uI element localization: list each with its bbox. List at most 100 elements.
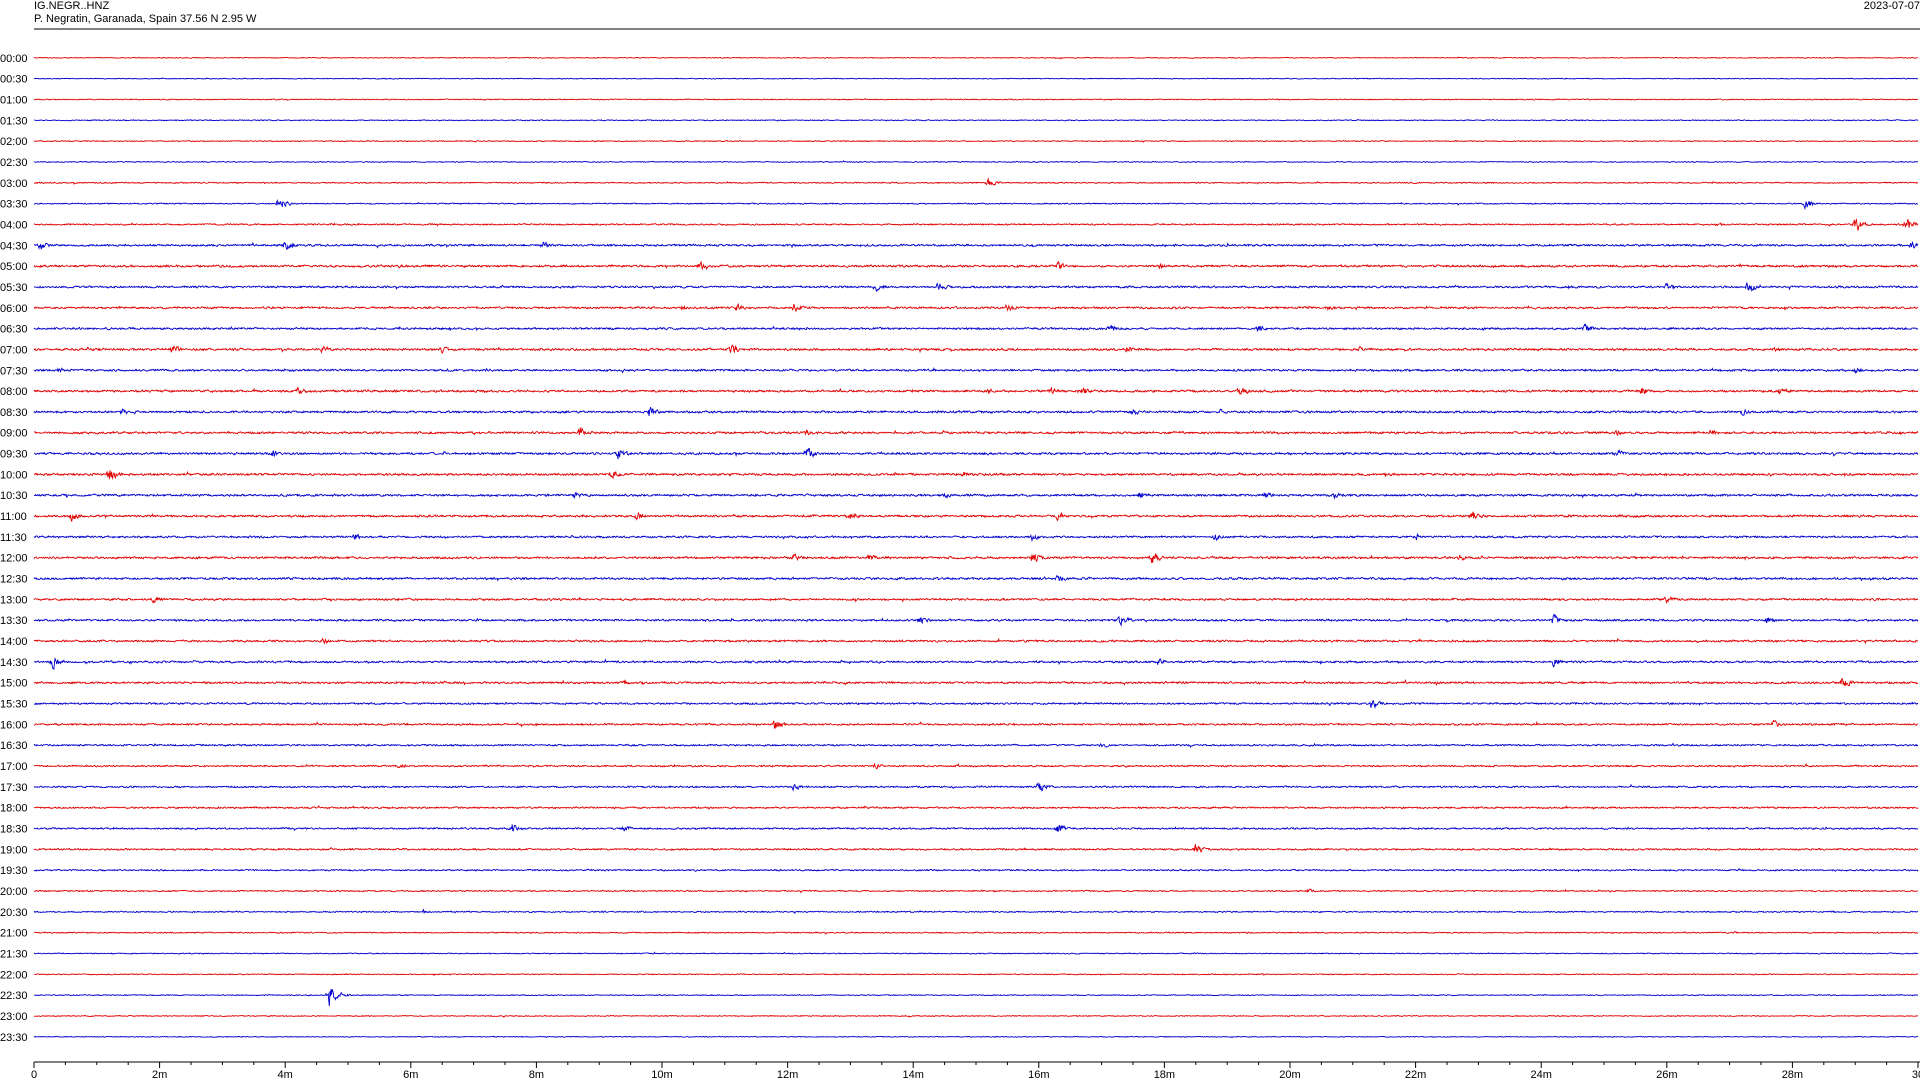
seismic-trace-1730 (33, 781, 1919, 792)
seismic-trace-0930 (33, 447, 1919, 460)
row-label: 01:00 (0, 94, 28, 106)
seismic-trace-1500 (33, 677, 1919, 687)
seismic-trace-1330 (33, 613, 1919, 627)
seismic-trace-1230 (33, 574, 1919, 582)
seismic-trace-0030 (33, 77, 1919, 80)
x-tick-label: 26m (1656, 1069, 1677, 1080)
seismic-trace-0700 (33, 344, 1919, 354)
row-label: 19:30 (0, 865, 28, 877)
seismic-trace-2030 (33, 908, 1919, 915)
x-tick-label: 24m (1530, 1069, 1551, 1080)
row-label: 14:00 (0, 636, 28, 648)
row-label: 20:30 (0, 907, 28, 919)
row-label: 17:30 (0, 782, 28, 794)
row-label: 15:00 (0, 678, 28, 690)
row-label: 11:00 (0, 511, 27, 523)
row-label: 12:30 (0, 574, 28, 586)
row-label: 19:00 (0, 844, 28, 856)
x-tick-label: 4m (278, 1069, 293, 1080)
station-location: P. Negratin, Garanada, Spain 37.56 N 2.9… (34, 13, 257, 25)
row-label: 10:00 (0, 469, 28, 481)
row-label: 02:30 (0, 157, 28, 169)
seismic-trace-1000 (33, 470, 1919, 480)
seismic-trace-1130 (33, 532, 1919, 542)
row-label: 08:00 (0, 386, 28, 398)
row-label: 00:00 (0, 53, 28, 65)
row-label: 14:30 (0, 657, 28, 669)
row-label: 04:30 (0, 240, 28, 252)
seismic-trace-0200 (33, 139, 1919, 143)
seismic-trace-1430 (33, 656, 1919, 671)
row-label: 01:30 (0, 115, 28, 127)
x-tick-label: 28m (1782, 1069, 1803, 1080)
seismic-trace-1030 (33, 491, 1919, 500)
seismic-trace-0230 (33, 160, 1919, 164)
seismic-trace-2230 (33, 989, 1918, 1007)
seismic-trace-1530 (33, 699, 1919, 709)
seismic-trace-0500 (33, 260, 1919, 271)
row-label: 05:30 (0, 282, 28, 294)
x-tick-label: 12m (777, 1069, 798, 1080)
seismic-trace-2100 (33, 930, 1919, 935)
station-id: IG.NEGR..HNZ (34, 0, 110, 12)
seismic-trace-0330 (33, 199, 1919, 211)
seismic-trace-0600 (33, 302, 1919, 313)
row-label: 06:00 (0, 303, 28, 315)
seismic-trace-1830 (33, 824, 1919, 832)
x-tick-label: 14m (902, 1069, 923, 1080)
seismic-trace-1930 (33, 867, 1919, 873)
seismic-trace-1300 (33, 596, 1919, 605)
seismic-trace-2300 (33, 1014, 1919, 1018)
seismic-trace-0630 (33, 323, 1919, 333)
seismic-trace-0400 (33, 217, 1919, 231)
row-label: 12:00 (0, 553, 28, 565)
seismic-trace-1100 (33, 511, 1919, 522)
seismic-trace-0300 (33, 177, 1919, 186)
plot-header: IG.NEGR..HNZ P. Negratin, Garanada, Spai… (0, 0, 1920, 30)
x-tick-label: 8m (529, 1069, 544, 1080)
row-label-group: 00:00 00:30 01:00 01:30 02:00 02:30 03:00 03:30… (0, 53, 28, 1044)
seismic-trace-1200 (33, 552, 1919, 563)
row-label: 11:30 (0, 532, 27, 544)
row-label: 08:30 (0, 407, 28, 419)
x-tick-label: 16m (1028, 1069, 1049, 1080)
record-date: 2023-07-07 (1863, 0, 1920, 12)
row-label: 17:00 (0, 761, 28, 773)
seismic-trace-0430 (33, 240, 1919, 250)
x-tick-label: 22m (1405, 1069, 1426, 1080)
seismic-trace-1600 (33, 719, 1919, 729)
trace-group (33, 56, 1919, 1039)
seismic-trace-0800 (33, 386, 1919, 396)
row-label: 20:00 (0, 886, 28, 898)
seismic-trace-1630 (33, 742, 1919, 749)
row-label: 10:30 (0, 490, 28, 502)
seismic-trace-1400 (33, 637, 1919, 645)
seismic-trace-1900 (33, 844, 1919, 853)
x-tick-label: 0 (31, 1069, 37, 1080)
seismic-trace-0530 (33, 281, 1919, 293)
row-label: 06:30 (0, 324, 28, 336)
row-label: 07:30 (0, 365, 28, 377)
seismic-trace-0130 (33, 118, 1919, 122)
row-label: 18:30 (0, 824, 28, 836)
seismic-trace-2130 (33, 951, 1919, 955)
row-label: 22:00 (0, 969, 28, 981)
row-label: 13:30 (0, 615, 28, 627)
row-label: 05:00 (0, 261, 28, 273)
x-tick-label: 20m (1279, 1069, 1300, 1080)
seismic-trace-2200 (33, 972, 1919, 977)
row-label: 09:30 (0, 449, 28, 461)
seismic-trace-1700 (33, 762, 1919, 770)
seismic-trace-0000 (33, 56, 1919, 60)
row-label: 07:00 (0, 344, 28, 356)
row-label: 03:00 (0, 178, 28, 190)
row-label: 02:00 (0, 136, 28, 148)
seismic-trace-2330 (33, 1035, 1919, 1039)
seismic-trace-1800 (33, 804, 1919, 810)
row-label: 21:00 (0, 928, 28, 940)
x-tick-label: 30 (1912, 1069, 1920, 1080)
x-tick-label: 6m (403, 1069, 418, 1080)
seismic-trace-0900 (33, 427, 1919, 437)
row-label: 15:30 (0, 699, 28, 711)
